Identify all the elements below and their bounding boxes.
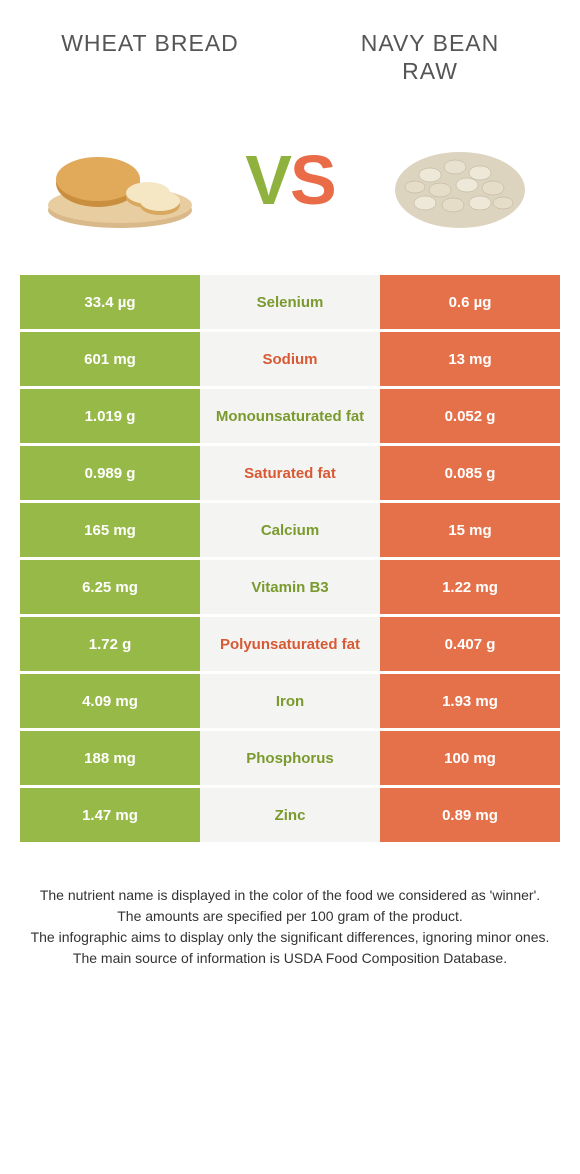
nutrient-label: Calcium xyxy=(200,503,380,557)
left-food-title-col: Wheat Bread xyxy=(50,30,250,85)
left-value: 188 mg xyxy=(20,731,200,785)
left-value: 0.989 g xyxy=(20,446,200,500)
header: Wheat Bread Navy bean raw xyxy=(0,0,580,95)
left-value: 33.4 µg xyxy=(20,275,200,329)
left-food-title: Wheat Bread xyxy=(50,30,250,58)
right-value: 0.89 mg xyxy=(380,788,560,842)
right-value: 0.052 g xyxy=(380,389,560,443)
vs-s: S xyxy=(290,141,335,219)
nutrient-label: Saturated fat xyxy=(200,446,380,500)
versus-row: VS xyxy=(0,95,580,275)
footer-notes: The nutrient name is displayed in the co… xyxy=(0,845,580,969)
table-row: 601 mgSodium13 mg xyxy=(20,332,560,389)
nutrient-label: Selenium xyxy=(200,275,380,329)
vs-v: V xyxy=(245,141,290,219)
right-value: 13 mg xyxy=(380,332,560,386)
right-value: 100 mg xyxy=(380,731,560,785)
vs-label: VS xyxy=(245,140,334,220)
left-value: 1.47 mg xyxy=(20,788,200,842)
left-value: 1.72 g xyxy=(20,617,200,671)
comparison-table: 33.4 µgSelenium0.6 µg601 mgSodium13 mg1.… xyxy=(0,275,580,845)
right-value: 1.22 mg xyxy=(380,560,560,614)
table-row: 1.47 mgZinc0.89 mg xyxy=(20,788,560,845)
table-row: 6.25 mgVitamin B31.22 mg xyxy=(20,560,560,617)
right-value: 0.407 g xyxy=(380,617,560,671)
table-row: 1.019 gMonounsaturated fat0.052 g xyxy=(20,389,560,446)
table-row: 4.09 mgIron1.93 mg xyxy=(20,674,560,731)
table-row: 1.72 gPolyunsaturated fat0.407 g xyxy=(20,617,560,674)
right-value: 0.085 g xyxy=(380,446,560,500)
right-value: 0.6 µg xyxy=(380,275,560,329)
left-value: 601 mg xyxy=(20,332,200,386)
table-row: 165 mgCalcium15 mg xyxy=(20,503,560,560)
nutrient-label: Monounsaturated fat xyxy=(200,389,380,443)
nutrient-label: Zinc xyxy=(200,788,380,842)
footer-line: The nutrient name is displayed in the co… xyxy=(30,885,550,906)
nutrient-label: Phosphorus xyxy=(200,731,380,785)
left-food-image xyxy=(40,120,200,240)
footer-line: The amounts are specified per 100 gram o… xyxy=(30,906,550,927)
right-food-title-col: Navy bean raw xyxy=(330,30,530,85)
right-value: 15 mg xyxy=(380,503,560,557)
left-value: 6.25 mg xyxy=(20,560,200,614)
footer-line: The infographic aims to display only the… xyxy=(30,927,550,948)
footer-line: The main source of information is USDA F… xyxy=(30,948,550,969)
nutrient-label: Polyunsaturated fat xyxy=(200,617,380,671)
right-value: 1.93 mg xyxy=(380,674,560,728)
table-row: 33.4 µgSelenium0.6 µg xyxy=(20,275,560,332)
nutrient-label: Sodium xyxy=(200,332,380,386)
right-food-image xyxy=(380,120,540,240)
nutrient-label: Vitamin B3 xyxy=(200,560,380,614)
table-row: 188 mgPhosphorus100 mg xyxy=(20,731,560,788)
left-value: 4.09 mg xyxy=(20,674,200,728)
left-value: 1.019 g xyxy=(20,389,200,443)
right-food-title: Navy bean raw xyxy=(330,30,530,85)
table-row: 0.989 gSaturated fat0.085 g xyxy=(20,446,560,503)
left-value: 165 mg xyxy=(20,503,200,557)
nutrient-label: Iron xyxy=(200,674,380,728)
